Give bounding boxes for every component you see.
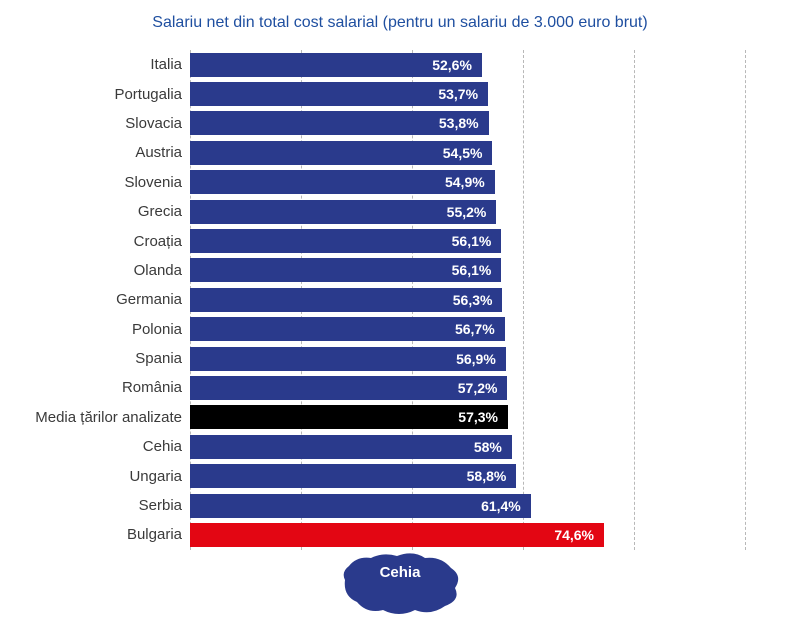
bar-row: Bulgaria74,6%: [190, 520, 745, 549]
bar-label: Media țărilor analizate: [10, 409, 190, 426]
bar: 58%: [190, 435, 512, 459]
bar-value: 57,3%: [458, 409, 498, 425]
bar: 52,6%: [190, 53, 482, 77]
bar-label: Bulgaria: [10, 526, 190, 543]
bar-label: Polonia: [10, 321, 190, 338]
bar-value: 53,7%: [438, 86, 478, 102]
bar-value: 74,6%: [554, 527, 594, 543]
bar-label: România: [10, 379, 190, 396]
bar-value: 52,6%: [432, 57, 472, 73]
bar: 61,4%: [190, 494, 531, 518]
bar-value: 56,1%: [452, 262, 492, 278]
bar: 57,3%: [190, 405, 508, 429]
bar-label: Portugalia: [10, 86, 190, 103]
bar-value: 54,9%: [445, 174, 485, 190]
map-decoration: Cehia: [330, 548, 470, 618]
bar: 56,1%: [190, 229, 501, 253]
chart-area: Italia52,6%Portugalia53,7%Slovacia53,8%A…: [190, 50, 745, 550]
bar-row: Polonia56,7%: [190, 315, 745, 344]
bar: 55,2%: [190, 200, 496, 224]
bar-row: Croația56,1%: [190, 226, 745, 255]
bar-value: 56,7%: [455, 321, 495, 337]
bar: 56,1%: [190, 258, 501, 282]
map-icon: [335, 548, 465, 618]
bar: 74,6%: [190, 523, 604, 547]
bar: 56,3%: [190, 288, 502, 312]
bar-row: Spania56,9%: [190, 344, 745, 373]
bar-row: Serbia61,4%: [190, 491, 745, 520]
bar: 53,8%: [190, 111, 489, 135]
bar-value: 56,1%: [452, 233, 492, 249]
bar-value: 56,3%: [453, 292, 493, 308]
bar-row: Grecia55,2%: [190, 197, 745, 226]
bar: 54,9%: [190, 170, 495, 194]
bar-value: 58,8%: [467, 468, 507, 484]
bar-label: Austria: [10, 144, 190, 161]
bar-label: Grecia: [10, 203, 190, 220]
bar-label: Slovacia: [10, 115, 190, 132]
chart-title: Salariu net din total cost salarial (pen…: [0, 0, 800, 50]
bar-value: 55,2%: [447, 204, 487, 220]
bar-value: 57,2%: [458, 380, 498, 396]
bar-value: 58%: [474, 439, 502, 455]
bar-row: Olanda56,1%: [190, 256, 745, 285]
map-shape: [344, 553, 459, 614]
bar-label: Spania: [10, 350, 190, 367]
bar-label: Slovenia: [10, 174, 190, 191]
bar-label: Cehia: [10, 438, 190, 455]
bar: 53,7%: [190, 82, 488, 106]
bar-label: Olanda: [10, 262, 190, 279]
bar-row: România57,2%: [190, 373, 745, 402]
bar: 56,7%: [190, 317, 505, 341]
bar-row: Media țărilor analizate57,3%: [190, 403, 745, 432]
bar-row: Germania56,3%: [190, 285, 745, 314]
bar-value: 56,9%: [456, 351, 496, 367]
bar-label: Italia: [10, 56, 190, 73]
bar: 57,2%: [190, 376, 507, 400]
bar-row: Portugalia53,7%: [190, 79, 745, 108]
bar-row: Cehia58%: [190, 432, 745, 461]
bar-value: 61,4%: [481, 498, 521, 514]
bar-row: Italia52,6%: [190, 50, 745, 79]
bar-value: 53,8%: [439, 115, 479, 131]
bar: 58,8%: [190, 464, 516, 488]
bar-row: Slovenia54,9%: [190, 168, 745, 197]
bar-label: Serbia: [10, 497, 190, 514]
bar: 54,5%: [190, 141, 492, 165]
bar-row: Slovacia53,8%: [190, 109, 745, 138]
bar-row: Ungaria58,8%: [190, 461, 745, 490]
bar-label: Germania: [10, 291, 190, 308]
bar-label: Croația: [10, 233, 190, 250]
bar-value: 54,5%: [443, 145, 483, 161]
gridline: [745, 50, 746, 550]
map-label: Cehia: [330, 564, 470, 581]
bar-row: Austria54,5%: [190, 138, 745, 167]
bar-label: Ungaria: [10, 468, 190, 485]
bar: 56,9%: [190, 347, 506, 371]
bar-rows: Italia52,6%Portugalia53,7%Slovacia53,8%A…: [190, 50, 745, 550]
